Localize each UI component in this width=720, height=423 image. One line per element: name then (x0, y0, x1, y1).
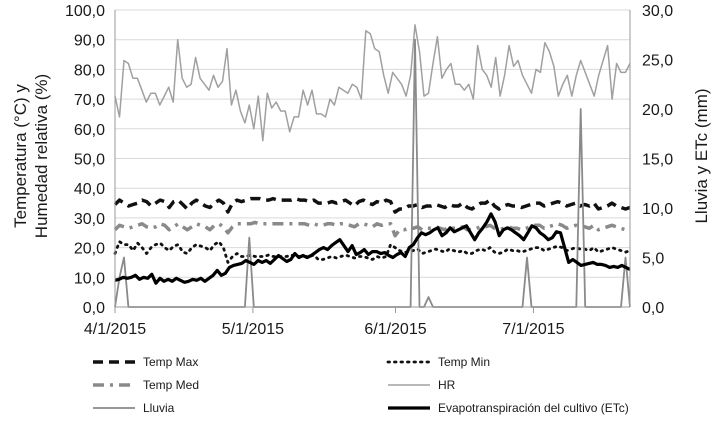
left-tick-label: 20,0 (74, 241, 105, 258)
left-tick-label: 10,0 (74, 270, 105, 287)
left-tick-label: 100,0 (65, 3, 105, 20)
right-tick-label: 20,0 (642, 102, 673, 119)
right-tick-label: 0,0 (642, 300, 664, 317)
left-axis-title-line1: Temperatura (°C) y (11, 84, 30, 228)
axes: 0,0 10,0 20,0 30,0 40,0 50,0 60,0 70,0 80,0 90,0 1… (65, 3, 673, 338)
x-tick-label: 5/1/2015 (222, 321, 284, 338)
left-tick-label: 90,0 (74, 33, 105, 50)
left-tick-label: 70,0 (74, 92, 105, 109)
legend-label: Temp Max (143, 355, 198, 369)
right-tick-label: 5,0 (642, 251, 664, 268)
right-axis-title: Lluvia y ETc (mm) (692, 88, 711, 223)
right-tick-label: 10,0 (642, 201, 673, 218)
legend-label: Evapotranspiración del cultivo (ETc) (438, 401, 629, 415)
series-line-temp-med (113, 220, 631, 238)
gridlines (115, 9, 630, 308)
series-lines (113, 24, 632, 308)
left-tick-label: 50,0 (74, 152, 105, 169)
left-tick-label: 60,0 (74, 122, 105, 139)
x-tick-label: 4/1/2015 (84, 321, 146, 338)
series-line-evapotranspiraci-n-del-cultivo-etc (114, 212, 631, 285)
legend-label: Temp Min (438, 355, 490, 369)
left-tick-label: 0,0 (83, 300, 105, 317)
right-tick-label: 15,0 (642, 152, 673, 169)
right-tick-label: 30,0 (642, 3, 673, 20)
x-tick-label: 7/1/2015 (502, 321, 564, 338)
legend-label: Lluvia (143, 401, 175, 415)
left-tick-label: 80,0 (74, 62, 105, 79)
left-tick-label: 30,0 (74, 211, 105, 228)
left-axis-title-line2: Humedad relativa (%) (32, 74, 51, 238)
series-line-temp-max (113, 196, 631, 214)
series-line-hr (114, 24, 631, 142)
legend-label: Temp Med (143, 378, 199, 392)
x-tick-label: 6/1/2015 (364, 321, 426, 338)
right-tick-label: 25,0 (642, 53, 673, 70)
series-line-temp-min (113, 240, 632, 264)
legend-label: HR (438, 378, 456, 392)
legend: Temp Max Temp Min Temp Med HR Lluvia Evapotra… (93, 355, 629, 415)
left-tick-label: 40,0 (74, 181, 105, 198)
